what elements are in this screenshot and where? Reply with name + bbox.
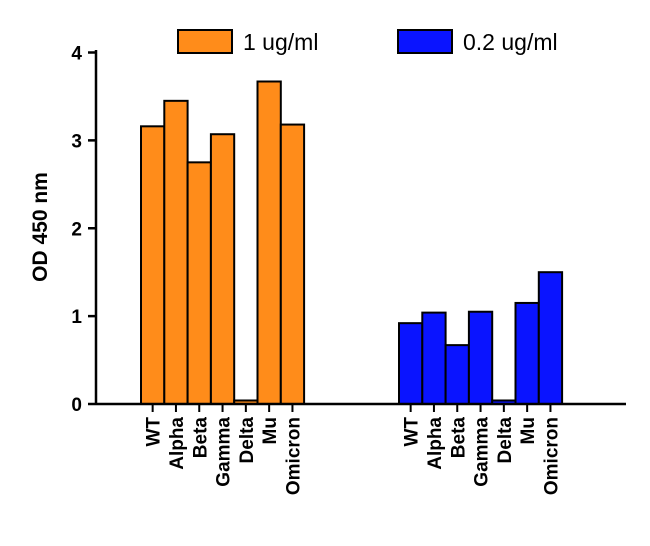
bar <box>186 161 212 405</box>
y-tick-label: 2 <box>71 219 82 240</box>
legend-swatch <box>397 29 453 54</box>
category-label: Delta <box>495 417 516 464</box>
legend-label: 1 ug/ml <box>243 29 318 55</box>
bar <box>421 311 447 405</box>
category-label: Beta <box>190 417 211 459</box>
category-label: Mu <box>260 417 281 444</box>
y-tick-label: 0 <box>71 395 82 416</box>
y-ticks: 0 1 2 3 4 <box>71 44 96 416</box>
bar <box>444 344 470 405</box>
bar <box>467 310 494 406</box>
category-label: Gamma <box>214 417 235 487</box>
legend-label: 0.2 ug/ml <box>463 29 558 55</box>
category-label: Beta <box>448 417 469 459</box>
category-label: Omicron <box>283 417 304 495</box>
bar <box>256 80 282 405</box>
bar <box>209 133 236 405</box>
bar <box>537 271 564 405</box>
bar <box>514 301 540 406</box>
category-label: WT <box>402 417 423 447</box>
legend-swatch <box>177 29 233 54</box>
bar <box>279 123 306 406</box>
y-axis-label: OD 450 nm <box>29 172 52 282</box>
y-tick-label: 4 <box>71 44 82 65</box>
y-tick-label: 3 <box>71 131 82 152</box>
category-label: Mu <box>518 417 539 444</box>
category-label: Alpha <box>167 417 188 470</box>
bar <box>163 99 189 406</box>
category-label: WT <box>144 417 165 447</box>
x-labels: WT Alpha Beta Gamma Delta Mu Omicron WT Alpha Bet… <box>144 404 562 495</box>
category-label: Delta <box>237 417 258 464</box>
legend: 1 ug/ml 0.2 ug/ml <box>177 29 558 55</box>
category-label: Gamma <box>472 417 493 487</box>
bar <box>398 322 424 405</box>
category-label: Alpha <box>425 417 446 470</box>
y-tick-label: 1 <box>71 307 82 328</box>
category-label: Omicron <box>541 417 562 495</box>
bars <box>140 80 564 406</box>
bar <box>140 125 166 405</box>
